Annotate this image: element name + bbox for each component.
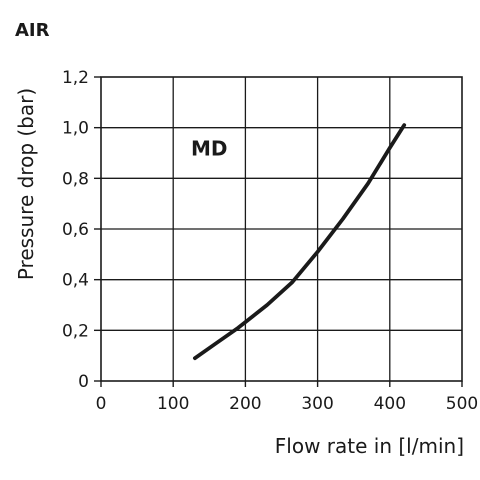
x-axis-label: Flow rate in [l/min]	[274, 434, 464, 458]
x-tick-label: 0	[96, 394, 107, 414]
x-tick-label: 300	[301, 394, 333, 414]
x-tick-label: 100	[157, 394, 189, 414]
y-tick-label: 0,6	[62, 220, 89, 240]
chart-heading: AIR	[15, 20, 50, 41]
series-line-0	[192, 123, 407, 361]
x-tick-label: 400	[374, 394, 406, 414]
y-tick-label: 0,4	[62, 271, 89, 291]
x-tick-label: 500	[446, 394, 478, 414]
y-tick-label: 1,2	[62, 68, 89, 88]
y-tick-label: 0,8	[62, 169, 89, 189]
curve-annotation-md: MD	[191, 137, 228, 161]
y-tick-label: 0,2	[62, 321, 89, 341]
y-tick-label: 1,0	[62, 119, 89, 139]
x-tick-label: 200	[229, 394, 261, 414]
y-tick-label: 0	[78, 372, 89, 392]
